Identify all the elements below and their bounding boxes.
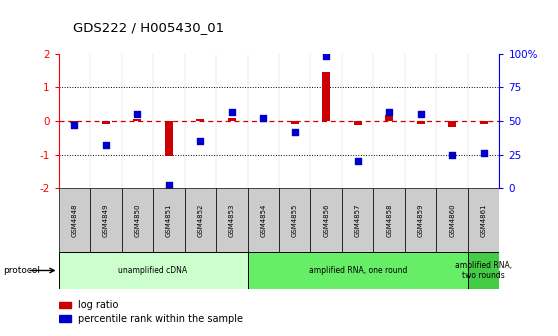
- Bar: [310, 188, 342, 252]
- Text: amplified RNA, one round: amplified RNA, one round: [309, 266, 407, 275]
- Text: GSM4848: GSM4848: [71, 203, 78, 237]
- Text: GSM4856: GSM4856: [323, 203, 329, 237]
- Bar: [59, 302, 71, 308]
- Text: amplified RNA,
two rounds: amplified RNA, two rounds: [455, 261, 512, 280]
- Bar: [468, 188, 499, 252]
- Bar: [385, 115, 393, 121]
- Bar: [279, 188, 310, 252]
- Point: [353, 159, 362, 164]
- Text: GSM4859: GSM4859: [418, 203, 424, 237]
- Bar: [228, 118, 235, 121]
- Bar: [480, 121, 488, 124]
- Bar: [248, 188, 279, 252]
- Text: GSM4852: GSM4852: [198, 203, 203, 237]
- Text: GSM4860: GSM4860: [449, 203, 455, 237]
- Bar: [291, 121, 299, 124]
- Bar: [248, 252, 468, 289]
- Bar: [59, 252, 248, 289]
- Bar: [216, 188, 248, 252]
- Bar: [354, 121, 362, 125]
- Point: [479, 151, 488, 156]
- Bar: [373, 188, 405, 252]
- Bar: [165, 121, 173, 156]
- Bar: [196, 119, 204, 121]
- Point: [385, 109, 394, 114]
- Bar: [70, 121, 78, 123]
- Bar: [405, 188, 436, 252]
- Point: [227, 109, 236, 114]
- Text: GSM4857: GSM4857: [355, 203, 360, 237]
- Bar: [185, 188, 216, 252]
- Bar: [417, 121, 425, 124]
- Bar: [133, 119, 141, 121]
- Point: [259, 116, 268, 121]
- Text: unamplified cDNA: unamplified cDNA: [118, 266, 187, 275]
- Bar: [59, 315, 71, 322]
- Point: [70, 122, 79, 128]
- Point: [165, 183, 174, 188]
- Text: GSM4850: GSM4850: [134, 203, 140, 237]
- Bar: [102, 121, 110, 124]
- Bar: [468, 252, 499, 289]
- Text: GSM4858: GSM4858: [386, 203, 392, 237]
- Bar: [342, 188, 373, 252]
- Text: GSM4851: GSM4851: [166, 203, 172, 237]
- Bar: [90, 188, 122, 252]
- Point: [322, 54, 331, 59]
- Text: GSM4849: GSM4849: [103, 203, 109, 237]
- Text: percentile rank within the sample: percentile rank within the sample: [79, 313, 243, 324]
- Text: GSM4853: GSM4853: [229, 203, 235, 237]
- Point: [448, 152, 456, 157]
- Text: GSM4861: GSM4861: [480, 203, 487, 237]
- Point: [196, 138, 205, 144]
- Point: [102, 142, 110, 148]
- Point: [290, 129, 299, 134]
- Text: protocol: protocol: [3, 266, 40, 275]
- Point: [133, 112, 142, 117]
- Bar: [448, 121, 456, 127]
- Bar: [436, 188, 468, 252]
- Point: [416, 112, 425, 117]
- Bar: [122, 188, 153, 252]
- Bar: [153, 188, 185, 252]
- Bar: [59, 188, 90, 252]
- Text: GDS222 / H005430_01: GDS222 / H005430_01: [73, 20, 224, 34]
- Text: GSM4855: GSM4855: [292, 203, 298, 237]
- Text: GSM4854: GSM4854: [260, 203, 266, 237]
- Bar: [323, 72, 330, 121]
- Text: log ratio: log ratio: [79, 300, 119, 310]
